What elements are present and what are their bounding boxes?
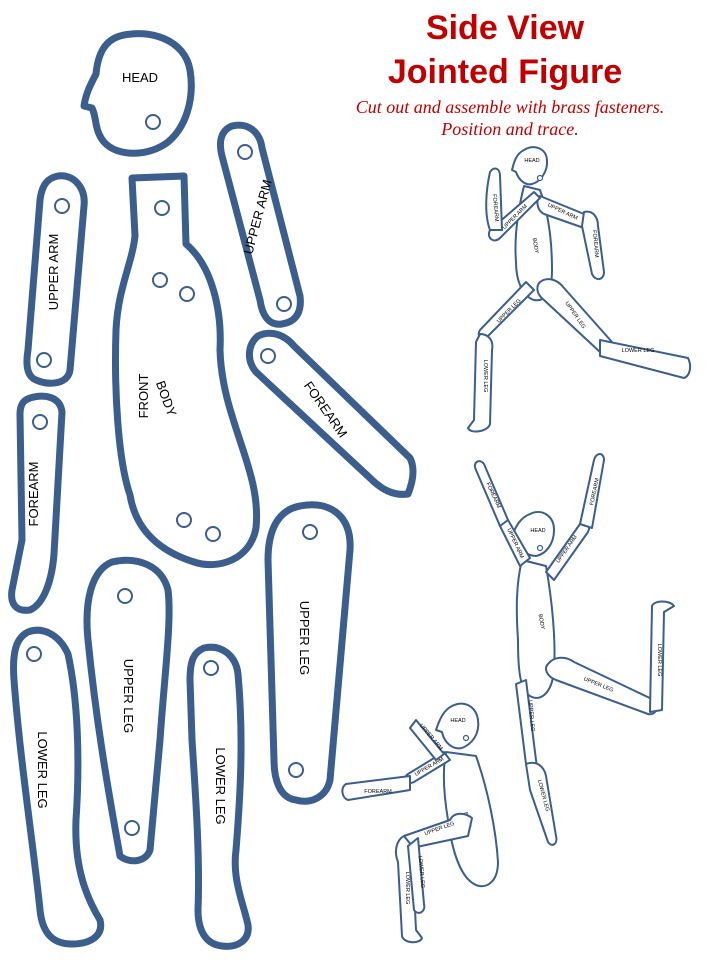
fig3-forearm-label: FOREARM [364, 789, 392, 795]
upper-arm-piece-right: UPPER ARM [216, 121, 304, 328]
instruction-line-2: Position and trace. [441, 119, 579, 139]
fig1-body-label: BODY [531, 238, 540, 255]
fig2-forearm-label-right: FOREARM [589, 477, 601, 506]
fig1-forearm-label-right: FOREARM [591, 230, 599, 258]
upper-arm-label-left: UPPER ARM [46, 234, 61, 311]
front-label: FRONT [136, 374, 151, 419]
fig2-lower-leg-label-right: LOWER LEG [656, 644, 662, 677]
lower-leg-label-right: LOWER LEG [213, 747, 228, 824]
forearm-label-left: FOREARM [26, 462, 41, 527]
head-piece: HEAD [80, 30, 195, 157]
fig3-lower-leg-label-front: LOWER LEG [404, 872, 410, 905]
head-label: HEAD [122, 70, 158, 85]
upper-arm-piece-left: UPPER ARM [23, 172, 88, 387]
fig2-body-label: BODY [537, 614, 546, 631]
forearm-piece-left: FOREARM [8, 392, 66, 614]
forearm-piece-right: FOREARM [246, 329, 417, 498]
upper-leg-label-center: UPPER LEG [121, 659, 136, 733]
upper-leg-label-right: UPPER LEG [297, 601, 312, 675]
example-figure-crouching: HEAD BODY UPPER ARM FOREARM UPPER ARM UP… [341, 702, 499, 944]
fig2-head-label: HEAD [530, 528, 545, 534]
fig2-upper-leg-label-left: UPPER LEG [527, 700, 536, 732]
title-line-2: Jointed Figure [387, 53, 623, 91]
lower-leg-label-left: LOWER LEG [35, 731, 50, 808]
fig1-lower-leg-label-right: LOWER LEG [622, 348, 655, 354]
fig1-lower-leg-label-left: LOWER LEG [482, 360, 488, 393]
upper-leg-piece-right: UPPER LEG [264, 501, 354, 805]
title-line-1: Side View [425, 9, 585, 47]
lower-leg-piece-left: LOWER LEG [10, 626, 105, 948]
lower-leg-piece-right: LOWER LEG [186, 643, 252, 950]
fig1-forearm-label-left: FOREARM [491, 194, 499, 222]
fig3-head-label: HEAD [450, 718, 465, 724]
body-piece: FRONT BODY [112, 172, 261, 569]
fig1-head-label: HEAD [524, 158, 539, 164]
example-figure-running: HEAD BODY UPPER ARM FOREARM UPPER ARM FO… [467, 146, 692, 433]
fig3-lower-leg-label-back: LOWER LEG [417, 855, 426, 888]
instruction-line-1: Cut out and assemble with brass fastener… [355, 97, 665, 117]
upper-leg-piece-center: UPPER LEG [83, 556, 173, 865]
example-figure-dancing: HEAD BODY UPPER ARM FOREARM UPPER ARM FO… [474, 453, 675, 846]
